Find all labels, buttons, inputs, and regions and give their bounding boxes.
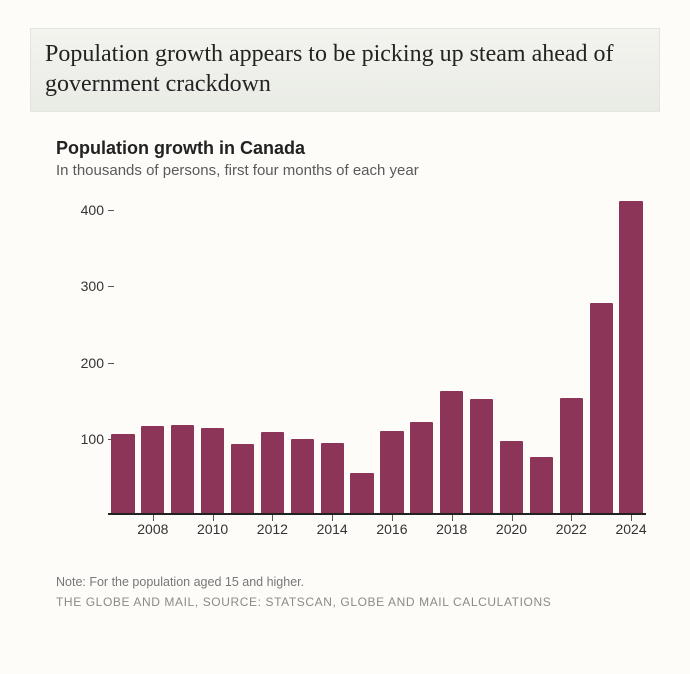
figure-container: Population growth appears to be picking … xyxy=(0,0,690,674)
x-tick-mark xyxy=(452,515,453,521)
x-tick-label: 2018 xyxy=(436,521,467,537)
x-tick-mark xyxy=(153,515,154,521)
bar xyxy=(440,391,463,513)
bar xyxy=(590,303,613,513)
x-tick-label: 2010 xyxy=(197,521,228,537)
x-tick-mark xyxy=(512,515,513,521)
x-tick-mark xyxy=(571,515,572,521)
bar xyxy=(231,444,254,513)
x-tick-mark xyxy=(392,515,393,521)
bar xyxy=(141,426,164,513)
x-tick-label: 2022 xyxy=(556,521,587,537)
bar xyxy=(111,434,134,513)
chart-subtitle: In thousands of persons, first four mont… xyxy=(56,162,660,179)
x-tick-mark xyxy=(332,515,333,521)
x-tick-label: 2016 xyxy=(376,521,407,537)
bar xyxy=(321,443,344,513)
x-tick-label: 2014 xyxy=(317,521,348,537)
x-tick-mark xyxy=(631,515,632,521)
bar xyxy=(350,473,373,513)
bar xyxy=(619,201,642,513)
x-tick-mark xyxy=(213,515,214,521)
y-tick-label: 200 xyxy=(56,355,104,371)
bar xyxy=(380,431,403,513)
bar xyxy=(261,432,284,513)
x-tick-mark xyxy=(272,515,273,521)
y-tick-label: 100 xyxy=(56,431,104,447)
x-tick-label: 2020 xyxy=(496,521,527,537)
chart-area: 100 200 300 400 2008 2010 2012 2014 2016 2018 202… xyxy=(56,195,646,545)
bar xyxy=(171,425,194,513)
y-tick-label: 300 xyxy=(56,278,104,294)
chart-note: Note: For the population aged 15 and hig… xyxy=(56,575,660,589)
x-tick-label: 2024 xyxy=(615,521,646,537)
x-tick-label: 2008 xyxy=(137,521,168,537)
bar xyxy=(291,439,314,513)
plot-region xyxy=(108,195,646,515)
y-tick-label: 400 xyxy=(56,202,104,218)
bar xyxy=(410,422,433,513)
bar xyxy=(530,457,553,513)
bar xyxy=(560,398,583,513)
bar xyxy=(470,399,493,513)
bar xyxy=(201,428,224,513)
x-tick-label: 2012 xyxy=(257,521,288,537)
chart-source: THE GLOBE AND MAIL, SOURCE: STATSCAN, GL… xyxy=(56,595,660,609)
headline-text: Population growth appears to be picking … xyxy=(45,39,645,99)
bar xyxy=(500,441,523,513)
headline-box: Population growth appears to be picking … xyxy=(30,28,660,112)
chart-title: Population growth in Canada xyxy=(56,138,660,159)
